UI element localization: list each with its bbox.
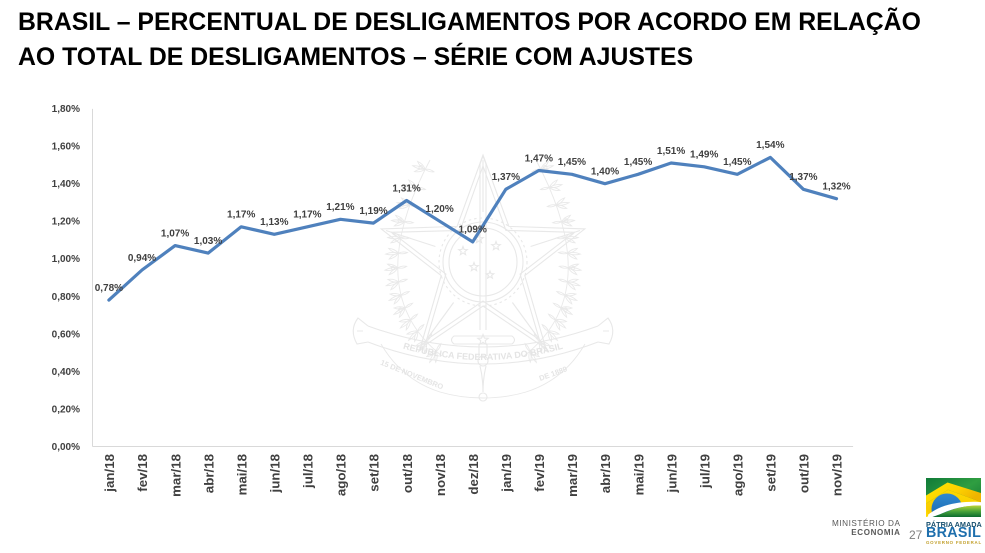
svg-text:1,80%: 1,80% [52, 104, 80, 115]
svg-text:15 DE NOVEMBRO: 15 DE NOVEMBRO [379, 358, 445, 392]
svg-text:0,40%: 0,40% [52, 367, 80, 378]
svg-text:ago/19: ago/19 [730, 454, 745, 496]
svg-text:jan/18: jan/18 [102, 454, 117, 493]
svg-text:1,00%: 1,00% [52, 254, 80, 265]
svg-text:mar/18: mar/18 [168, 454, 183, 497]
svg-text:fev/19: fev/19 [532, 454, 547, 492]
svg-text:0,80%: 0,80% [52, 292, 80, 303]
svg-text:ago/18: ago/18 [334, 454, 349, 496]
svg-text:1,60%: 1,60% [52, 142, 80, 153]
svg-text:1,17%: 1,17% [293, 210, 321, 221]
svg-text:1,45%: 1,45% [723, 157, 751, 168]
svg-text:set/19: set/19 [763, 454, 778, 492]
svg-text:1,37%: 1,37% [789, 172, 817, 183]
svg-text:1,40%: 1,40% [52, 179, 80, 190]
svg-text:nov/19: nov/19 [830, 454, 845, 496]
svg-text:abr/18: abr/18 [201, 454, 216, 493]
svg-text:1,45%: 1,45% [624, 157, 652, 168]
svg-text:1,31%: 1,31% [392, 183, 420, 194]
svg-text:0,94%: 0,94% [128, 253, 156, 264]
svg-text:jan/19: jan/19 [499, 454, 514, 493]
svg-text:jul/19: jul/19 [697, 454, 712, 489]
svg-text:jun/18: jun/18 [267, 454, 282, 493]
svg-text:1,09%: 1,09% [459, 225, 487, 236]
svg-text:1,49%: 1,49% [690, 150, 718, 161]
svg-text:1,37%: 1,37% [492, 172, 520, 183]
svg-text:mar/19: mar/19 [565, 454, 580, 497]
svg-text:nov/18: nov/18 [433, 454, 448, 496]
svg-text:1,19%: 1,19% [359, 206, 387, 217]
svg-text:1,45%: 1,45% [558, 157, 586, 168]
svg-text:out/18: out/18 [400, 454, 415, 493]
svg-text:1,54%: 1,54% [756, 140, 784, 151]
svg-text:fev/18: fev/18 [135, 454, 150, 492]
svg-text:1,17%: 1,17% [227, 210, 255, 221]
svg-text:1,03%: 1,03% [194, 236, 222, 247]
svg-text:jun/19: jun/19 [664, 454, 679, 493]
svg-text:1,20%: 1,20% [425, 204, 453, 215]
svg-text:mai/19: mai/19 [631, 454, 646, 495]
svg-text:0,78%: 0,78% [95, 283, 123, 294]
svg-text:jul/18: jul/18 [301, 454, 316, 489]
svg-text:DE 1889: DE 1889 [538, 364, 569, 382]
svg-text:1,20%: 1,20% [52, 217, 80, 228]
svg-text:set/18: set/18 [367, 454, 382, 492]
svg-text:0,00%: 0,00% [52, 442, 80, 453]
svg-text:0,20%: 0,20% [52, 404, 80, 415]
svg-text:1,40%: 1,40% [591, 167, 619, 178]
svg-text:dez/18: dez/18 [466, 454, 481, 495]
svg-text:1,47%: 1,47% [525, 153, 553, 164]
svg-text:out/19: out/19 [797, 454, 812, 493]
svg-text:1,51%: 1,51% [657, 146, 685, 157]
svg-text:1,32%: 1,32% [822, 182, 850, 193]
svg-text:mai/18: mai/18 [234, 454, 249, 495]
svg-text:1,13%: 1,13% [260, 217, 288, 228]
svg-text:0,60%: 0,60% [52, 329, 80, 340]
svg-text:abr/19: abr/19 [598, 454, 613, 493]
svg-text:1,21%: 1,21% [326, 202, 354, 213]
svg-text:1,07%: 1,07% [161, 228, 189, 239]
